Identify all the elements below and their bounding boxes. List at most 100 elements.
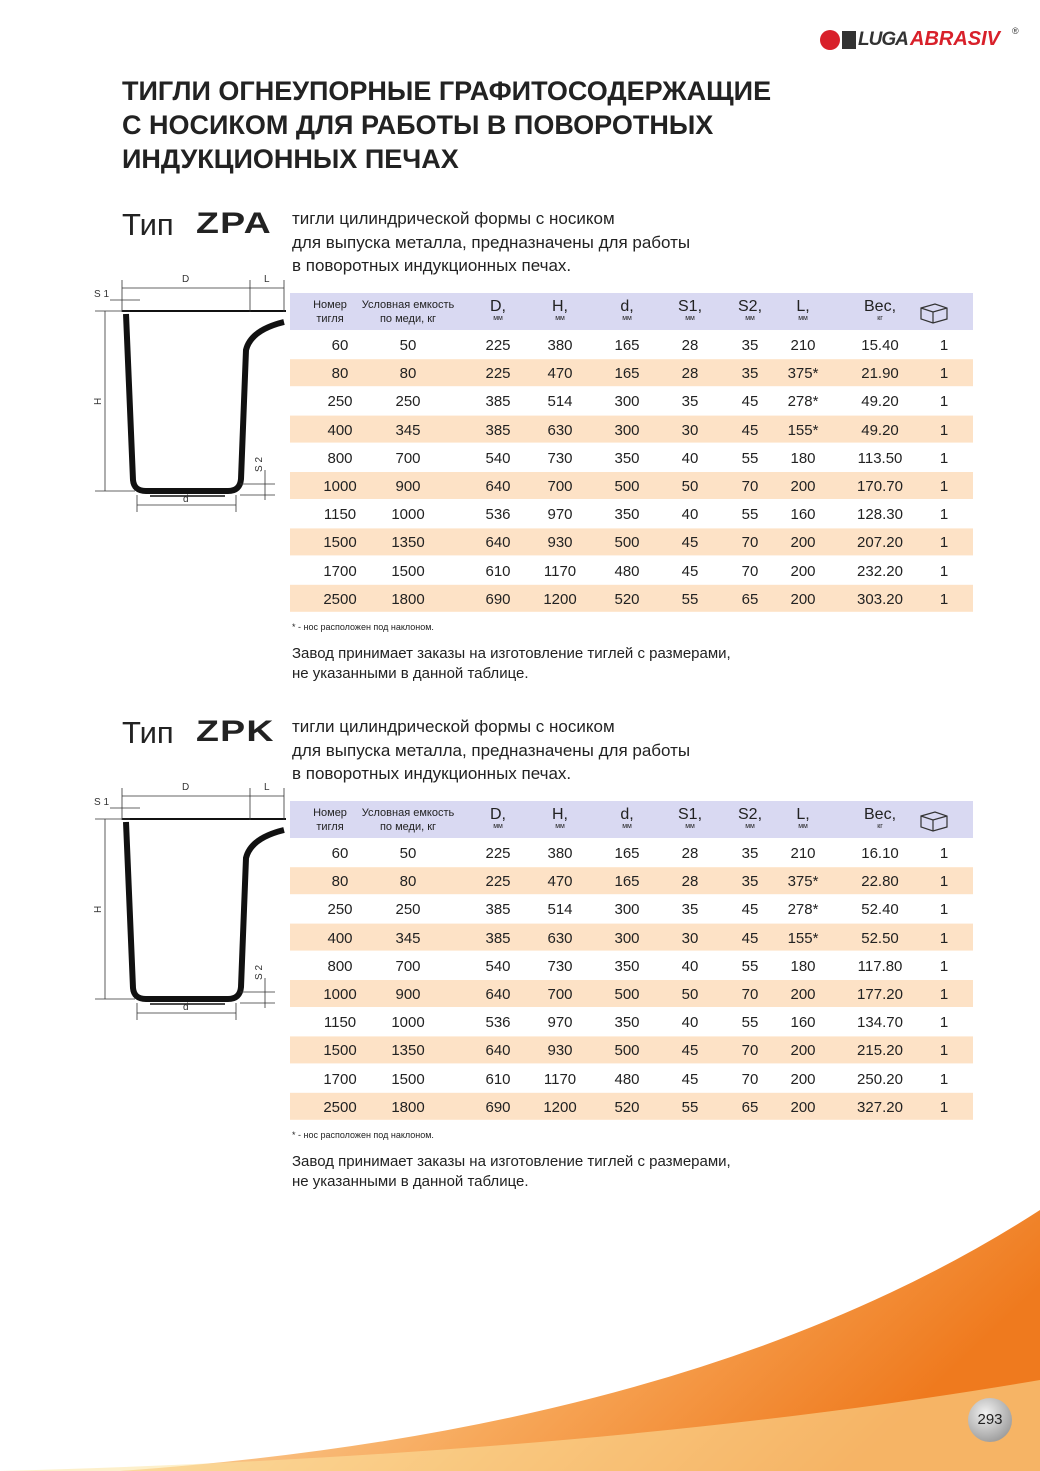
table-cell: 630 [547,929,573,947]
table-cell: 1150 [323,1014,357,1032]
title-line: ИНДУКЦИОННЫХ ПЕЧАХ [122,144,459,174]
table-cell: 160 [790,506,816,524]
header-cell: S2, [737,298,763,315]
note-line: Завод принимает заказы на изготовление т… [292,1153,731,1170]
table-cell: 1170 [543,562,577,580]
table-cell: 200 [790,590,816,608]
table-cell: 1 [939,449,949,467]
table-cell: 250 [327,393,353,411]
header-unit: мм [555,823,565,830]
table-cell: 55 [741,1014,759,1032]
table-cell: 155* [787,421,819,439]
row-bg [290,584,973,612]
table-cell: 45 [741,929,759,947]
swoosh-light [0,1380,1040,1471]
table-cell: 300 [614,421,640,439]
header-unit: мм [622,315,632,322]
table-cell: 35 [681,901,699,919]
table-cell: 165 [614,365,640,383]
table-cell: 170.70 [857,478,903,495]
table-cell: 380 [547,845,573,862]
table-cell: 80 [331,365,349,383]
table-cell: 128.30 [857,506,903,524]
table-cell: 700 [547,478,573,495]
table-cell: 385 [485,421,511,439]
table-cell: 45 [681,534,699,552]
table-cell: 350 [614,449,640,467]
table-cell: 45 [741,901,759,919]
table-cell: 16.10 [861,845,899,862]
table-cell: 800 [327,449,353,467]
table-cell: 134.70 [857,1014,903,1032]
table-cell: 385 [485,929,511,947]
table-cell: 210 [790,845,816,862]
table-cell: 165 [614,873,640,891]
table-cell: 50 [681,478,699,495]
header-cell: d, [620,806,634,823]
table-cell: 480 [614,562,640,580]
table-cell: 1500 [323,534,357,552]
header-unit: тигля [316,313,344,325]
table-cell: 35 [741,337,759,354]
table-cell: 225 [485,845,511,862]
table-cell: 35 [741,873,759,891]
header-unit: мм [493,315,503,322]
logo-block [842,31,856,49]
table-cell: 700 [395,449,421,467]
diagram-label: L [264,274,270,285]
header-cell: Номер [313,807,347,819]
header-unit: мм [685,315,695,322]
row-bg [290,1036,973,1064]
table-cell: 900 [395,478,421,495]
table-cell: 22.80 [861,873,899,891]
table-cell: 1 [939,393,949,411]
table-cell: 52.40 [861,901,899,919]
table-cell: 700 [547,986,573,1003]
table-cell: 385 [485,901,511,919]
table-cell: 50 [681,986,699,1003]
table-cell: 640 [485,1042,511,1060]
table-cell: 55 [741,449,759,467]
table-cell: 900 [395,986,421,1003]
table-cell: 35 [741,365,759,383]
table-cell: 55 [741,957,759,975]
table-cell: 160 [790,1014,816,1032]
table-cell: 225 [485,337,511,354]
table-cell: 70 [741,986,759,1003]
table-cell: 15.40 [861,337,899,354]
table-cell: 400 [327,929,353,947]
table-cell: 385 [485,393,511,411]
header-cell: D, [490,298,506,315]
note-line: Завод принимает заказы на изготовление т… [292,645,731,662]
description-line: в поворотных индукционных печах. [292,256,572,275]
row-bg [290,1092,973,1120]
table-cell: 200 [790,534,816,552]
table-cell: 200 [790,1042,816,1060]
table-cell: 215.20 [857,1042,903,1060]
table-cell: 970 [547,1014,573,1032]
table-cell: 345 [395,929,421,947]
table-cell: 1170 [543,1070,577,1088]
table-cell: 45 [741,393,759,411]
table-cell: 1500 [323,1042,357,1060]
table-cell: 70 [741,534,759,552]
table-cell: 200 [790,1098,816,1116]
table-cell: 1500 [391,562,425,580]
diagram-label: d [183,1002,189,1013]
swoosh [120,1210,1040,1471]
description-line: тигли цилиндрической формы с носиком [292,209,615,228]
header-cell: Номер [313,299,347,311]
header-cell: S2, [737,806,763,823]
header-unit: по меди, кг [379,313,437,325]
table-cell: 930 [547,1042,573,1060]
table-cell: 690 [485,590,511,608]
table-cell: 55 [681,1098,699,1116]
table-cell: 55 [741,506,759,524]
table-cell: 514 [547,901,573,919]
table-header-bg [290,293,973,330]
page-number: 293 [977,1411,1003,1428]
table-cell: 80 [331,873,349,891]
table-cell: 40 [681,957,699,975]
diagram-label: S 2 [254,965,265,980]
